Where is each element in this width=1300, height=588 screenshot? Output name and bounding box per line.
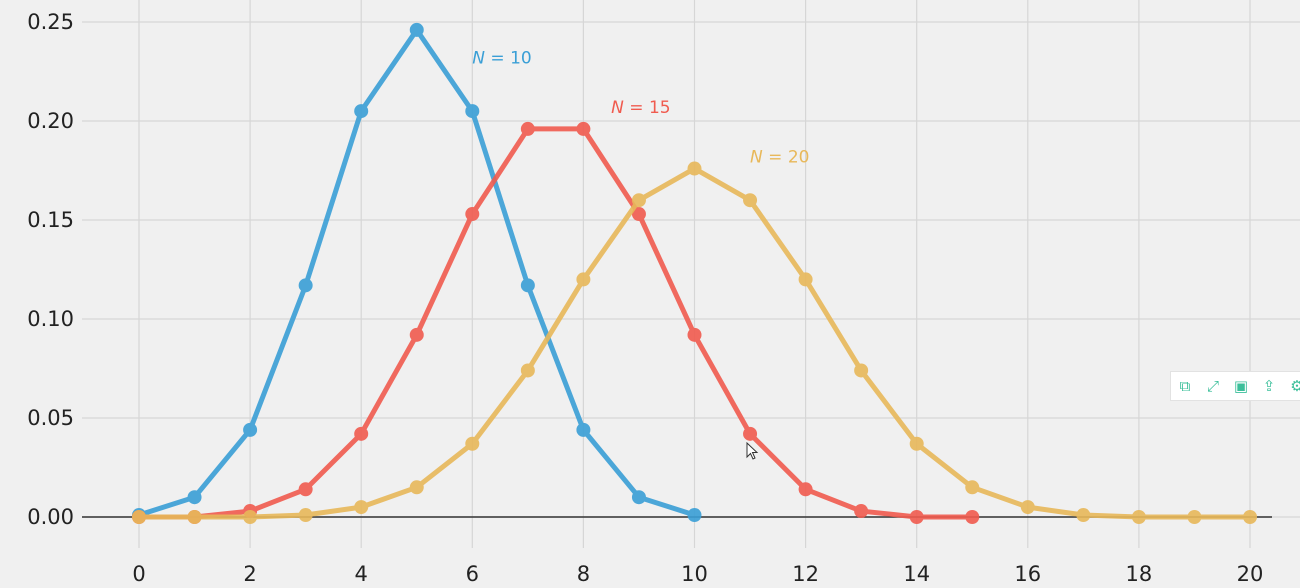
data-point	[409, 22, 424, 37]
series-line	[136, 126, 975, 520]
data-point	[1020, 500, 1035, 515]
data-point	[687, 327, 702, 342]
settings-button[interactable]: ⚙	[1283, 372, 1300, 400]
data-point	[909, 510, 924, 524]
data-point	[909, 436, 924, 451]
data-point	[798, 482, 813, 497]
x-tick-label: 4	[355, 562, 368, 586]
series-group	[132, 22, 1257, 524]
data-point	[965, 510, 980, 524]
y-tick-label: 0.15	[27, 208, 74, 232]
data-point	[298, 278, 313, 293]
y-tick-label: 0.25	[27, 10, 74, 34]
save-button[interactable]: ▣	[1227, 372, 1255, 400]
data-point	[132, 510, 146, 524]
data-point	[520, 363, 535, 378]
series-label: N = 20	[750, 148, 809, 168]
x-tick-label: 14	[903, 562, 930, 586]
x-tick-label: 0	[132, 562, 145, 586]
y-tick-label: 0.20	[27, 109, 74, 133]
series-0	[132, 22, 702, 523]
data-point	[1131, 510, 1146, 524]
data-point	[965, 480, 980, 495]
grid-lines	[82, 0, 1300, 548]
data-point	[743, 426, 758, 441]
data-point	[465, 436, 480, 451]
x-tick-label: 12	[792, 562, 819, 586]
copy-icon: ⧉	[1179, 377, 1191, 395]
data-point	[576, 272, 591, 287]
data-point	[354, 500, 369, 515]
data-point	[354, 426, 369, 441]
y-tick-label: 0.05	[27, 406, 74, 430]
series-2	[132, 161, 1257, 524]
data-point	[465, 207, 480, 222]
data-point	[409, 327, 424, 342]
x-tick-label: 16	[1014, 562, 1041, 586]
x-tick-label: 8	[577, 562, 590, 586]
data-point	[1076, 508, 1091, 523]
x-tick-label: 20	[1237, 562, 1264, 586]
x-tick-label: 18	[1126, 562, 1153, 586]
save-icon: ▣	[1233, 377, 1249, 395]
fullscreen-icon: ⤢	[1206, 377, 1219, 395]
y-tick-label: 0.00	[27, 505, 74, 529]
export-button[interactable]: ⇪	[1255, 372, 1283, 400]
data-point	[298, 482, 313, 497]
data-point	[187, 490, 202, 505]
series-label: N = 10	[472, 49, 531, 69]
data-point	[243, 422, 258, 437]
mouse-cursor-icon	[746, 442, 759, 460]
data-point	[187, 510, 202, 524]
data-point	[687, 161, 702, 176]
data-point	[1243, 510, 1257, 524]
data-point	[631, 207, 646, 222]
fullscreen-button[interactable]: ⤢	[1199, 372, 1227, 400]
data-point	[520, 121, 535, 136]
x-tick-labels: 0 2 4 6 8 10 12 14 16 18 20	[132, 562, 1263, 586]
chart-toolbar: ⧉ ⤢ ▣ ⇪ ⚙	[1170, 371, 1300, 401]
data-point	[1187, 510, 1202, 524]
y-tick-labels: 0.00 0.05 0.10 0.15 0.20 0.25	[27, 10, 74, 529]
data-point	[687, 508, 702, 523]
series-label: N = 15	[611, 98, 670, 118]
data-point	[409, 480, 424, 495]
series-labels: N = 10 N = 15 N = 20	[472, 49, 809, 168]
data-point	[854, 363, 869, 378]
x-tick-label: 6	[466, 562, 479, 586]
data-point	[798, 272, 813, 287]
data-point	[631, 193, 646, 208]
data-point	[576, 121, 591, 136]
data-point	[465, 104, 480, 119]
data-point	[576, 422, 591, 437]
data-point	[631, 490, 646, 505]
x-tick-label: 2	[243, 562, 256, 586]
data-point	[298, 508, 313, 523]
data-point	[854, 504, 869, 519]
data-point	[243, 510, 258, 524]
y-tick-label: 0.10	[27, 307, 74, 331]
copy-button[interactable]: ⧉	[1171, 372, 1199, 400]
x-tick-label: 10	[681, 562, 708, 586]
data-point	[520, 278, 535, 293]
data-point	[743, 193, 758, 208]
settings-icon: ⚙	[1290, 377, 1300, 395]
export-icon: ⇪	[1262, 377, 1276, 395]
data-point	[354, 104, 369, 119]
